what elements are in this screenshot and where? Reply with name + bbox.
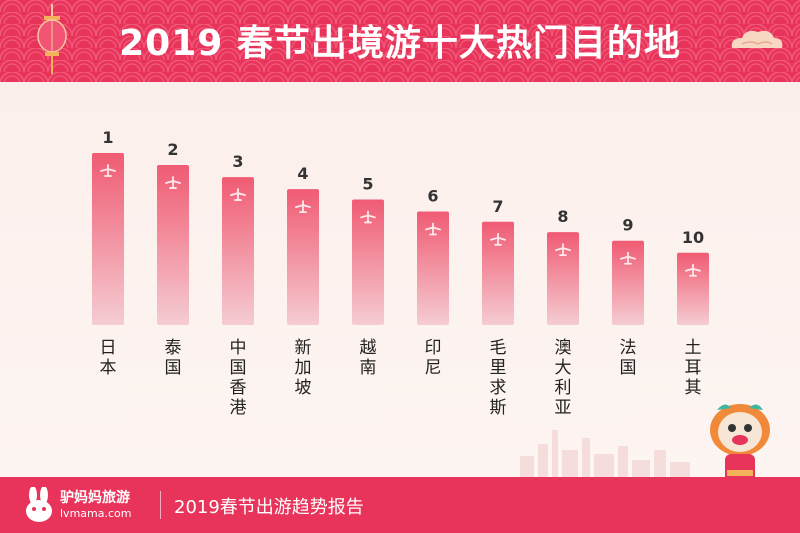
category-label-char: 中 [230, 338, 247, 358]
chart-area: 1 日本 2 泰国 3 中国香港 4 新加坡 5 越南 6 印尼 7 毛里求斯 8 澳大利亚 9 法国 10 土耳其 [0, 82, 800, 477]
category-label-char: 大 [555, 358, 572, 378]
category-label-char: 加 [295, 358, 312, 378]
category-label-char: 印 [425, 338, 442, 358]
page-title: 2019 春节出境游十大热门目的地 [119, 23, 681, 64]
bar-5 [352, 199, 384, 325]
footer-divider [160, 491, 161, 519]
bar-7 [482, 221, 514, 325]
rank-label: 3 [232, 152, 243, 171]
bar-6 [417, 211, 449, 325]
rank-label: 1 [102, 128, 113, 147]
airplane-icon [490, 232, 506, 246]
rank-label: 7 [492, 197, 503, 216]
bar-10 [677, 252, 709, 325]
rank-label: 9 [622, 216, 633, 235]
airplane-icon [295, 200, 311, 214]
category-label-char: 越 [360, 338, 377, 358]
bar-1 [92, 153, 124, 325]
category-label-char: 国 [230, 358, 247, 378]
category-label-char: 里 [490, 358, 507, 378]
category-label-char: 坡 [295, 378, 312, 398]
category-label-char: 南 [360, 358, 377, 378]
airplane-icon [230, 188, 246, 201]
rank-label: 10 [682, 228, 704, 247]
rank-label: 2 [167, 140, 178, 159]
category-label-char: 斯 [490, 398, 507, 418]
bar-2 [157, 165, 189, 325]
airplane-icon [425, 222, 441, 236]
bar-4 [287, 189, 319, 325]
bar-3 [222, 177, 254, 325]
cloud-icon [731, 30, 783, 48]
bar-9 [612, 240, 644, 325]
airplane-icon [685, 263, 701, 277]
lantern-icon [37, 4, 67, 74]
brand-logo[interactable]: 驴妈妈旅游 lvmama.com [22, 485, 152, 525]
category-label-char: 亚 [555, 398, 572, 418]
category-label-char: 求 [490, 378, 507, 398]
category-label-char: 国 [165, 358, 182, 378]
header-banner: 2019 春节出境游十大热门目的地 [0, 0, 800, 82]
category-label-char: 耳 [685, 358, 702, 378]
category-label-char: 尼 [425, 358, 442, 378]
wave-pattern [0, 0, 800, 82]
airplane-icon [165, 176, 181, 189]
city-skyline-icon [520, 430, 690, 480]
category-label-char: 泰 [165, 338, 182, 358]
category-label-char: 毛 [490, 338, 507, 358]
bar-8 [547, 232, 579, 325]
category-label-char: 国 [620, 358, 637, 378]
rank-label: 5 [362, 174, 373, 193]
category-label-char: 香 [230, 378, 247, 398]
category-label-char: 法 [620, 338, 637, 358]
airplane-icon [360, 210, 376, 224]
category-label-char: 新 [295, 338, 312, 358]
category-label-char: 利 [555, 378, 572, 398]
category-label-char: 土 [685, 338, 702, 358]
brand-name: 驴妈妈旅游 [60, 490, 130, 506]
category-label-char: 其 [685, 378, 702, 398]
category-label-char: 本 [100, 358, 117, 378]
airplane-icon [100, 164, 116, 177]
rank-label: 8 [557, 207, 568, 226]
rank-label: 4 [297, 164, 308, 183]
rabbit-logo-icon [26, 487, 52, 522]
airplane-icon [620, 251, 636, 265]
report-title: 2019春节出游趋势报告 [174, 497, 364, 518]
category-label-char: 澳 [555, 338, 572, 358]
airplane-icon [555, 243, 571, 257]
rank-label: 6 [427, 186, 438, 205]
category-label-char: 港 [230, 398, 247, 418]
footer-bar: 驴妈妈旅游 lvmama.com 2019春节出游趋势报告 [0, 477, 800, 533]
category-label-char: 日 [100, 338, 117, 358]
brand-url: lvmama.com [60, 507, 132, 520]
